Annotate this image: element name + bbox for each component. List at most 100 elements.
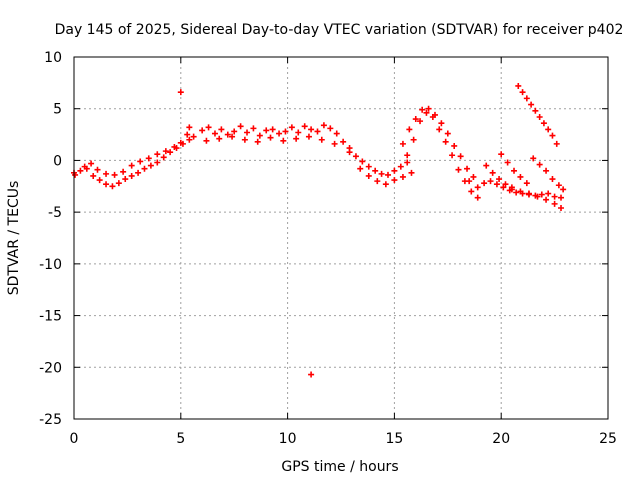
data-point — [357, 165, 364, 172]
data-point — [489, 169, 496, 176]
data-point — [543, 196, 550, 203]
data-point — [425, 105, 432, 112]
data-point — [327, 125, 334, 132]
data-point — [560, 186, 567, 193]
data-point — [551, 200, 558, 207]
data-point — [241, 136, 248, 143]
data-point — [333, 130, 340, 137]
data-point — [160, 154, 167, 161]
data-point — [77, 167, 84, 174]
data-point — [523, 180, 530, 187]
data-point — [525, 190, 532, 197]
data-point — [145, 155, 152, 162]
data-point — [523, 95, 530, 102]
data-point — [404, 159, 411, 166]
data-point — [137, 158, 144, 165]
data-point — [267, 134, 274, 141]
data-point — [237, 123, 244, 130]
data-point — [128, 162, 135, 169]
data-point — [295, 129, 302, 136]
data-point — [72, 171, 79, 178]
data-point — [500, 184, 507, 191]
data-point — [438, 120, 445, 127]
data-point — [305, 133, 312, 140]
data-point — [318, 136, 325, 143]
data-point — [186, 124, 193, 131]
data-point — [558, 205, 565, 212]
x-tick-label: 0 — [70, 431, 79, 447]
data-point — [205, 124, 212, 131]
data-point — [154, 159, 161, 166]
data-point — [162, 148, 169, 155]
data-point — [94, 166, 101, 173]
data-point — [216, 135, 223, 142]
data-point — [540, 120, 547, 127]
data-point — [384, 171, 391, 178]
data-point — [340, 138, 347, 145]
data-point — [444, 130, 451, 137]
data-point — [519, 89, 526, 96]
data-point — [483, 162, 490, 169]
data-point — [96, 177, 103, 184]
data-point — [147, 162, 154, 169]
data-point — [464, 165, 471, 172]
data-point — [474, 184, 481, 191]
data-point — [120, 168, 127, 175]
data-point — [374, 178, 381, 185]
chart-title: Day 145 of 2025, Sidereal Day-to-day VTE… — [55, 22, 624, 38]
data-point — [457, 153, 464, 160]
data-point — [115, 180, 122, 187]
data-point — [504, 159, 511, 166]
data-point — [109, 183, 116, 190]
data-point — [496, 176, 503, 183]
plot-frame — [73, 56, 609, 420]
data-point — [128, 172, 135, 179]
axis-ticks: 0 5 10 15 20 25 -25 -20 -15 -10 -5 0 5 10 — [39, 50, 617, 447]
data-point — [543, 167, 550, 174]
data-point — [404, 152, 411, 159]
data-point — [530, 155, 537, 162]
data-point — [203, 137, 210, 144]
data-point — [224, 131, 231, 138]
data-point — [534, 193, 541, 200]
data-point — [528, 101, 535, 108]
data-point — [419, 106, 426, 113]
data-point — [167, 149, 174, 156]
data-point — [431, 111, 438, 118]
data-point — [171, 143, 178, 150]
data-point — [88, 160, 95, 167]
data-point — [470, 173, 477, 180]
data-point — [177, 139, 184, 146]
data-point — [558, 194, 565, 201]
data-point — [244, 129, 251, 136]
data-point — [254, 138, 261, 145]
data-point — [331, 140, 338, 147]
data-point — [481, 180, 488, 187]
data-point — [498, 151, 505, 158]
data-point — [511, 167, 518, 174]
data-point — [365, 172, 372, 179]
data-point — [555, 182, 562, 189]
data-point — [487, 178, 494, 185]
x-tick-label: 15 — [385, 431, 403, 447]
data-point — [391, 177, 398, 184]
x-tick-label: 5 — [176, 431, 185, 447]
data-point — [410, 136, 417, 143]
data-point — [103, 170, 110, 177]
y-tick-label: -20 — [39, 360, 62, 376]
data-point — [90, 172, 97, 179]
data-point — [256, 132, 263, 139]
data-point — [536, 161, 543, 168]
data-point — [408, 169, 415, 176]
data-point — [190, 133, 197, 140]
data-point — [536, 113, 543, 120]
x-tick-label: 20 — [492, 431, 510, 447]
data-point — [211, 130, 218, 137]
data-points — [71, 82, 567, 378]
data-point — [451, 142, 458, 149]
x-tick-label: 25 — [599, 431, 617, 447]
x-tick-label: 10 — [279, 431, 297, 447]
y-tick-label: 10 — [44, 50, 62, 66]
data-point — [320, 122, 327, 129]
